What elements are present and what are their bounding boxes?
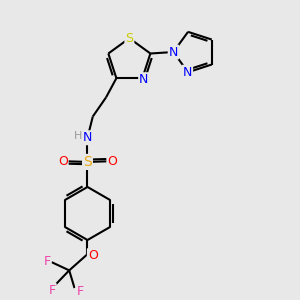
Text: N: N bbox=[183, 66, 192, 79]
Text: F: F bbox=[49, 284, 56, 297]
Text: N: N bbox=[139, 73, 148, 86]
Text: O: O bbox=[107, 155, 117, 168]
Text: F: F bbox=[76, 284, 83, 298]
Text: S: S bbox=[83, 155, 92, 169]
Text: N: N bbox=[83, 131, 92, 144]
Text: O: O bbox=[58, 155, 68, 168]
Text: H: H bbox=[74, 131, 82, 141]
Text: O: O bbox=[88, 249, 98, 262]
Text: F: F bbox=[44, 255, 51, 268]
Text: S: S bbox=[125, 32, 134, 45]
Text: N: N bbox=[169, 46, 178, 59]
